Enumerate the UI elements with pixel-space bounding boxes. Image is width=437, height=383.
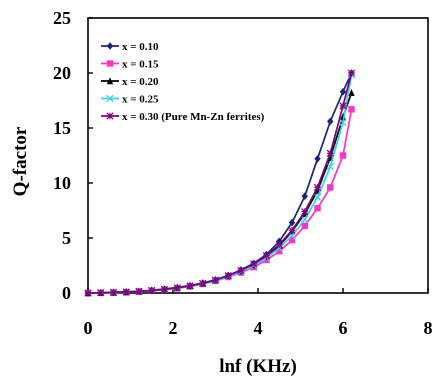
data-point <box>237 266 245 275</box>
data-point <box>347 69 356 77</box>
legend-label: x = 0.25 <box>122 94 159 106</box>
axis-ticks: 0 2 4 6 8 0 5 10 15 20 25 <box>53 8 433 338</box>
data-point <box>224 271 232 280</box>
data-point <box>173 284 181 292</box>
series-layer <box>84 69 356 297</box>
y-axis-title: Q-factor <box>10 126 31 196</box>
series-4 <box>84 71 356 297</box>
data-point <box>135 287 143 295</box>
data-point <box>327 184 334 191</box>
data-point <box>301 215 309 223</box>
data-point <box>301 222 308 230</box>
data-point <box>314 155 321 163</box>
y-tick-label: 5 <box>62 228 71 248</box>
x-tick-label: 6 <box>339 318 348 338</box>
series-5 <box>84 69 356 297</box>
legend-label: x = 0.15 <box>122 59 159 71</box>
series-2 <box>84 106 355 297</box>
data-point <box>275 240 283 249</box>
data-point <box>339 87 347 96</box>
data-point <box>313 193 322 201</box>
y-tick-label: 20 <box>53 63 71 83</box>
data-point <box>313 183 322 192</box>
x-tick-label: 2 <box>169 318 178 338</box>
data-point <box>160 285 169 293</box>
legend-item: x = 0.10 <box>101 41 159 53</box>
data-point <box>276 248 283 255</box>
legend-marker <box>106 77 114 85</box>
data-point <box>288 237 296 244</box>
legend-marker <box>106 42 114 50</box>
y-tick-label: 0 <box>62 283 71 303</box>
data-point <box>288 218 296 227</box>
data-point <box>263 256 270 264</box>
data-point <box>326 162 334 171</box>
legend-marker <box>106 60 114 67</box>
legend-item: x = 0.25 <box>101 94 159 106</box>
data-point <box>339 152 347 159</box>
legend-marker <box>106 112 114 120</box>
data-point <box>199 279 207 287</box>
x-tick-label: 4 <box>254 318 263 338</box>
data-point <box>348 89 355 96</box>
data-point <box>250 260 258 268</box>
legend-label: x = 0.30 (Pure Mn-Zn ferrites) <box>122 111 265 123</box>
data-point <box>327 117 334 126</box>
x-tick-label: 8 <box>424 318 433 338</box>
data-point <box>314 205 321 212</box>
data-point <box>276 237 283 246</box>
y-tick-label: 10 <box>53 173 71 193</box>
data-point <box>109 288 118 297</box>
legend-item: x = 0.20 <box>101 76 159 88</box>
legend-label: x = 0.20 <box>122 76 159 88</box>
data-point <box>186 282 194 290</box>
data-point <box>348 106 355 113</box>
x-tick-label: 0 <box>84 318 93 338</box>
data-point <box>211 276 220 284</box>
data-point <box>84 289 92 297</box>
data-point <box>339 113 347 121</box>
legend-marker <box>106 94 114 103</box>
data-point <box>339 118 347 127</box>
data-point <box>288 226 296 234</box>
data-point <box>301 192 308 200</box>
series-line <box>87 72 353 294</box>
series-line <box>87 72 353 294</box>
data-point <box>148 286 156 295</box>
y-tick-label: 15 <box>53 118 71 138</box>
data-point <box>339 102 347 110</box>
legend-item: x = 0.30 (Pure Mn-Zn ferrites) <box>101 111 265 123</box>
y-tick-label: 25 <box>53 8 71 28</box>
x-axis-title: lnf (KHz) <box>219 356 297 377</box>
data-point <box>326 149 334 157</box>
data-point <box>301 207 309 216</box>
legend: x = 0.10 x = 0.15 x = 0.20 x = 0.25 x = 0.30… <box>101 41 265 123</box>
series-line <box>87 75 353 294</box>
data-point <box>122 288 130 296</box>
data-point <box>262 251 271 260</box>
data-point <box>97 289 105 297</box>
legend-item: x = 0.15 <box>101 59 159 71</box>
legend-label: x = 0.10 <box>122 41 159 53</box>
